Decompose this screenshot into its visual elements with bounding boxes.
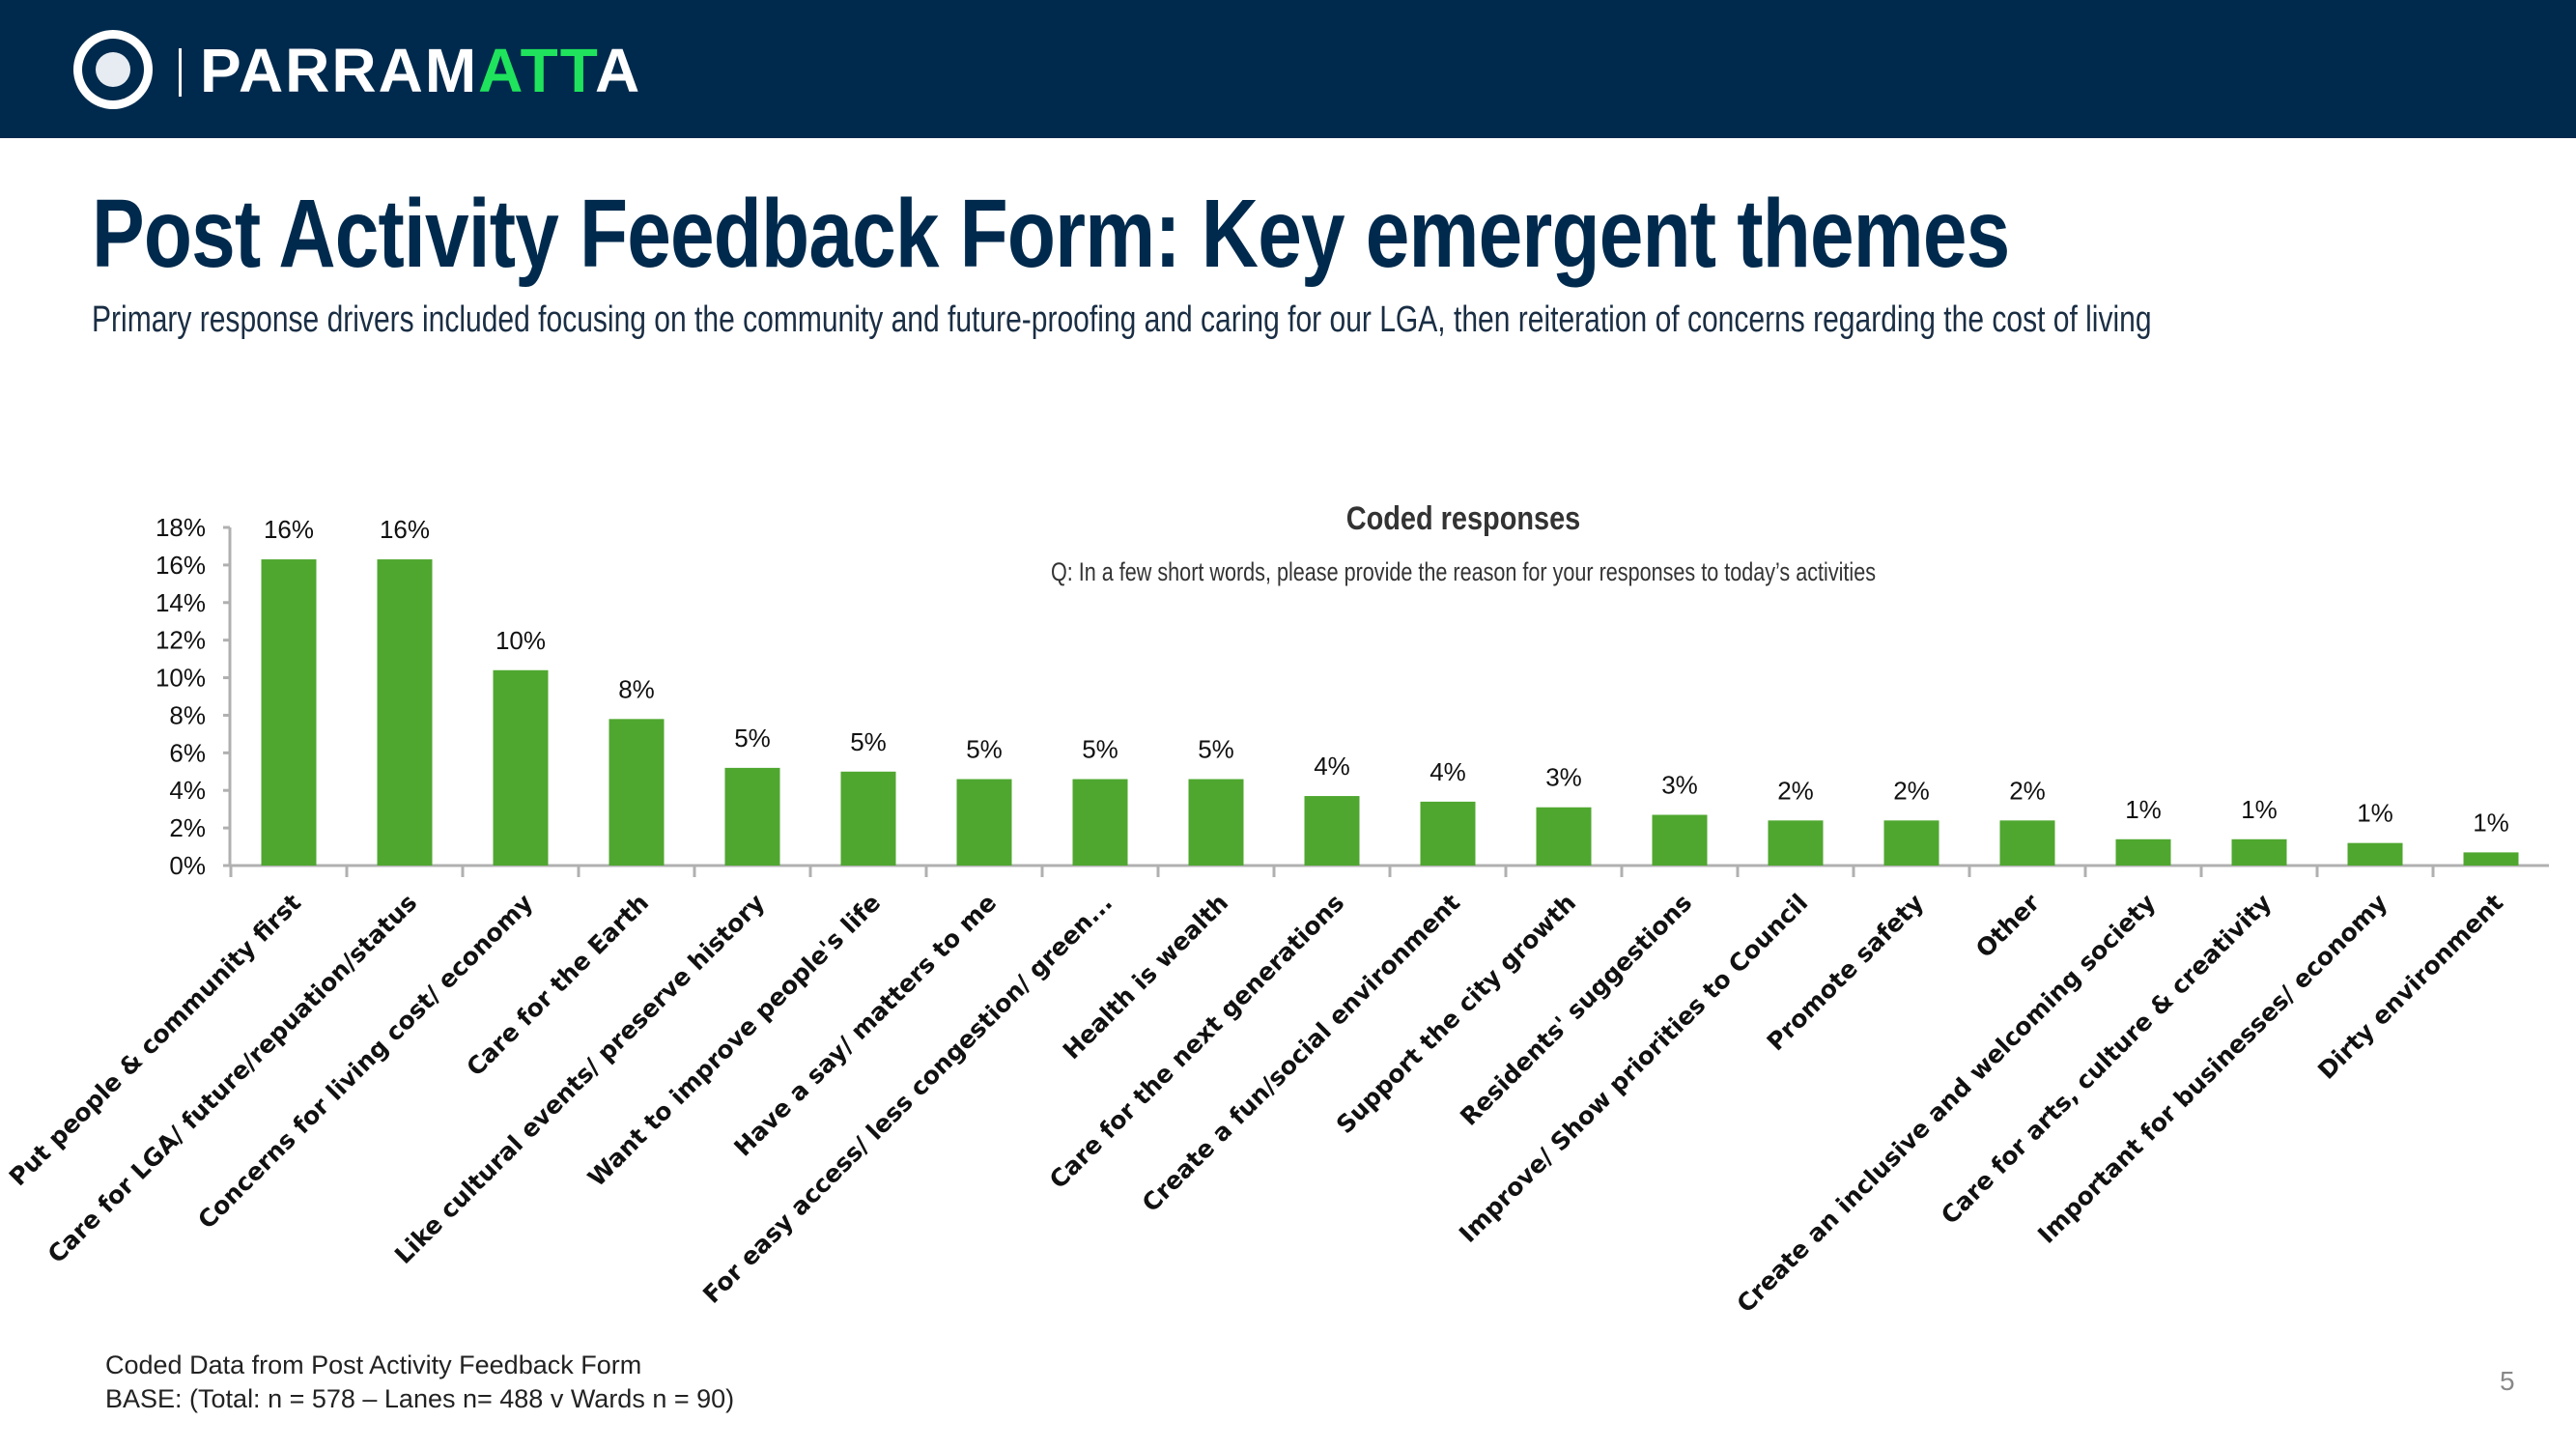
- y-tick-label: 10%: [156, 664, 206, 693]
- bar: [2115, 838, 2171, 866]
- logo-divider: [179, 48, 182, 97]
- data-label: 2%: [2009, 776, 2046, 805]
- data-label: 5%: [966, 735, 1003, 764]
- y-tick-label: 18%: [156, 513, 206, 542]
- data-label: 4%: [1430, 757, 1466, 786]
- category-label: Other: [1970, 888, 2046, 963]
- category-label: For easy access/ less congestion/ green.…: [697, 889, 1118, 1309]
- bar: [956, 779, 1012, 866]
- data-label: 2%: [1777, 776, 1814, 805]
- page-subtitle: Primary response drivers included focusi…: [92, 299, 2152, 340]
- chart-title: Coded responses: [1346, 499, 1580, 537]
- category-label: Dirty environment: [2312, 889, 2508, 1085]
- bar: [840, 771, 896, 866]
- y-tick-label: 2%: [169, 813, 206, 842]
- data-label: 2%: [1893, 776, 1930, 805]
- chart-question: Q: In a few short words, please provide …: [1051, 558, 1876, 587]
- bar: [1536, 807, 1592, 866]
- bar: [377, 559, 433, 866]
- y-tick-label: 8%: [169, 700, 206, 729]
- data-label: 5%: [850, 727, 887, 756]
- bar: [1072, 779, 1128, 866]
- bar: [1652, 814, 1708, 866]
- footer-source: Coded Data from Post Activity Feedback F…: [105, 1350, 642, 1379]
- data-label: 3%: [1661, 771, 1698, 800]
- bar: [261, 559, 317, 866]
- bar: [1304, 796, 1360, 866]
- y-tick-label: 6%: [169, 738, 206, 767]
- bar: [2347, 842, 2403, 866]
- data-label: 5%: [734, 724, 771, 753]
- data-label: 5%: [1198, 735, 1234, 764]
- y-tick-label: 4%: [169, 776, 206, 805]
- data-label: 16%: [380, 515, 430, 544]
- data-label: 1%: [2473, 808, 2509, 837]
- bar: [493, 669, 549, 866]
- header-bar: PARRAMATTA: [0, 0, 2576, 138]
- page-number: 5: [2500, 1366, 2515, 1396]
- bar: [1188, 779, 1244, 866]
- brand-wordmark: PARRAMATTA: [200, 36, 642, 105]
- data-label: 10%: [495, 626, 546, 655]
- y-tick-label: 16%: [156, 551, 206, 580]
- bar: [724, 767, 780, 866]
- data-label: 5%: [1082, 735, 1118, 764]
- data-label: 8%: [618, 674, 655, 703]
- y-tick-label: 14%: [156, 588, 206, 617]
- bar: [1883, 820, 1939, 866]
- bar: [2231, 838, 2287, 866]
- category-label: Residents' suggestions: [1455, 889, 1697, 1131]
- bar: [1999, 820, 2055, 866]
- bar: [2463, 852, 2519, 866]
- data-label: 1%: [2125, 795, 2162, 824]
- bar: [609, 719, 665, 866]
- data-label: 1%: [2357, 799, 2393, 828]
- council-seal-logo: [73, 30, 153, 109]
- data-label: 16%: [264, 515, 314, 544]
- y-tick-label: 12%: [156, 626, 206, 655]
- category-label: Create an inclusive and welcoming societ…: [1731, 889, 2161, 1319]
- page-title: Post Activity Feedback Form: Key emergen…: [92, 180, 2010, 288]
- data-label: 3%: [1545, 763, 1582, 792]
- data-label: 4%: [1314, 752, 1350, 781]
- bar: [1420, 801, 1476, 866]
- category-label: Support the city growth: [1331, 889, 1581, 1139]
- footer-base: BASE: (Total: n = 578 – Lanes n= 488 v W…: [105, 1384, 735, 1413]
- y-tick-label: 0%: [169, 851, 206, 880]
- data-label: 1%: [2241, 795, 2278, 824]
- footer-note: Coded Data from Post Activity Feedback F…: [105, 1349, 734, 1416]
- bar: [1768, 820, 1824, 866]
